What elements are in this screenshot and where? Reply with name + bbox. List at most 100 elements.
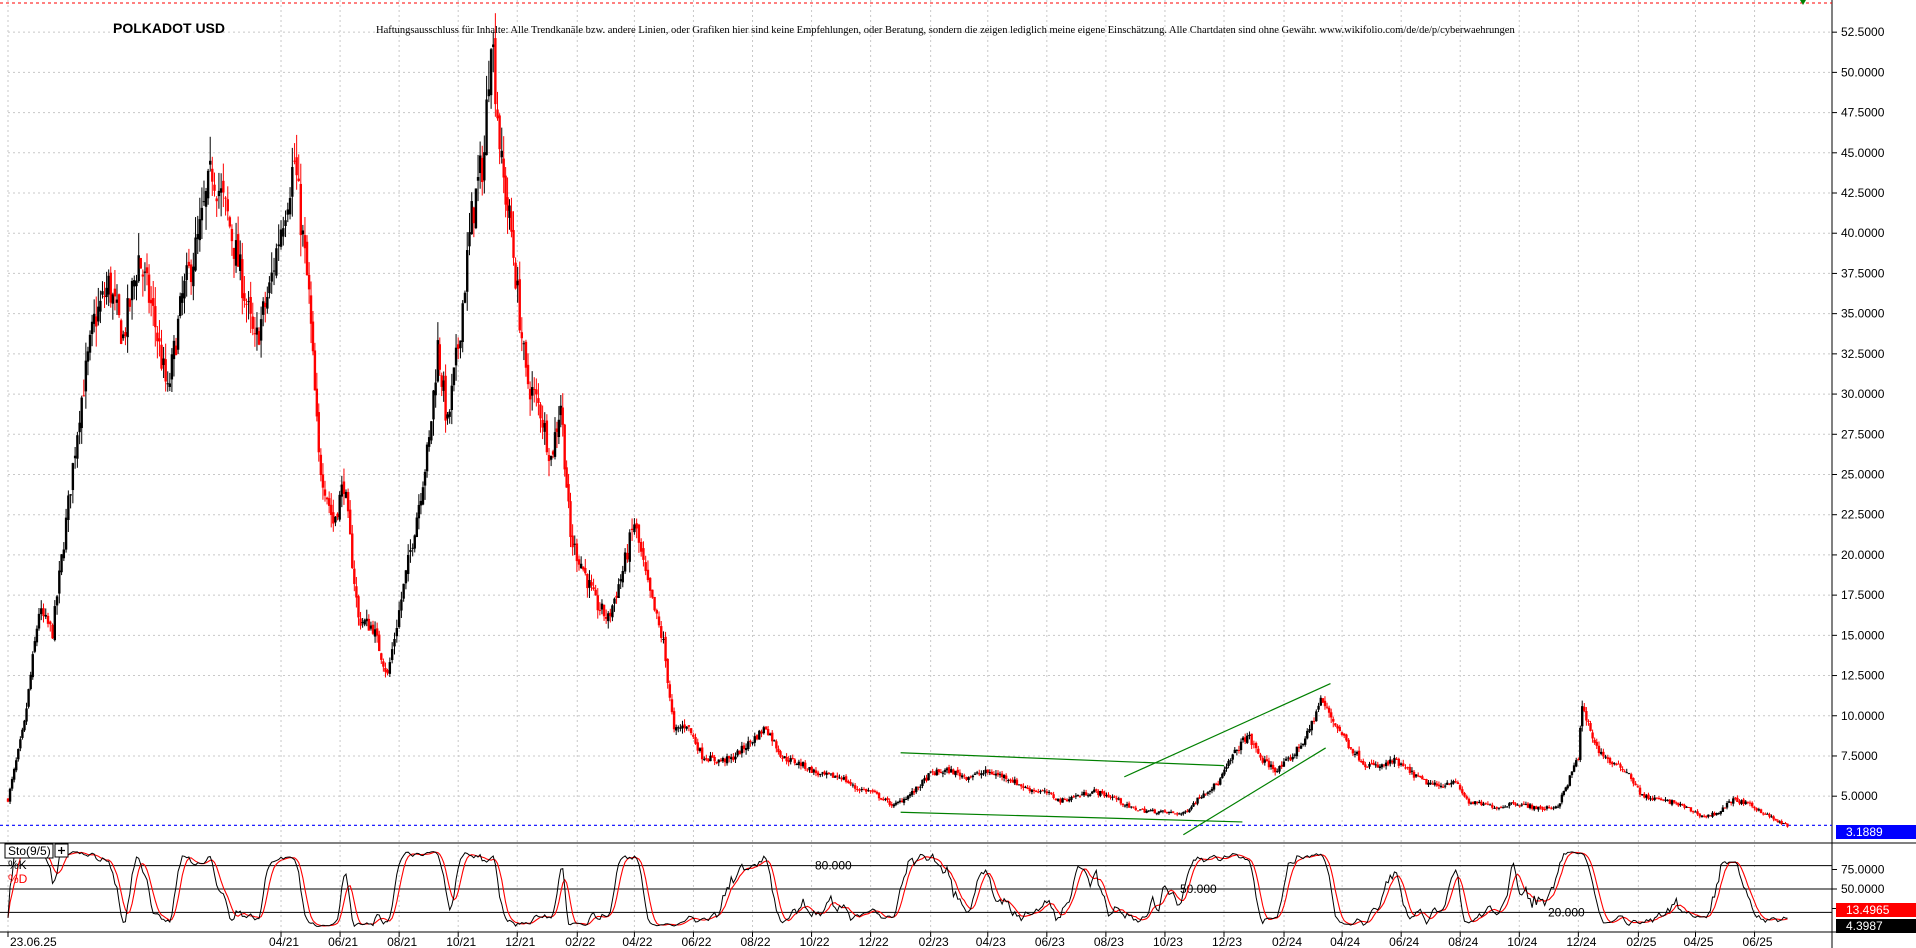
candle-body — [535, 389, 538, 395]
candle-body — [105, 287, 108, 298]
candle-body — [367, 618, 371, 631]
candle-body — [1204, 793, 1207, 795]
candle-body — [413, 535, 416, 549]
candle-body — [253, 333, 257, 335]
oscillator-name: Sto(9/5) — [8, 844, 51, 858]
candle-body — [1295, 746, 1299, 757]
candle-body — [1585, 710, 1588, 721]
osc-y-tick-label: 75.0000 — [1841, 863, 1885, 877]
candle-body — [1032, 789, 1036, 792]
candle-body — [97, 306, 100, 322]
candle-body — [1721, 807, 1725, 812]
candle-body — [541, 419, 544, 428]
candle-body — [164, 359, 167, 382]
candle-body — [434, 382, 437, 396]
candle-body — [571, 535, 574, 548]
candle-body — [222, 180, 225, 193]
candle-body — [1267, 760, 1271, 768]
candle-body — [1159, 810, 1163, 812]
y-tick-label: 35.0000 — [1841, 307, 1885, 321]
candle-body — [1070, 796, 1073, 800]
candle-body — [1668, 799, 1672, 804]
candle-body — [1613, 763, 1616, 765]
candle-body — [533, 389, 536, 391]
candle-body — [1443, 785, 1447, 787]
candle-body — [255, 327, 259, 335]
scroll-marker-icon[interactable] — [1800, 0, 1806, 5]
candle-body — [1391, 760, 1394, 763]
y-tick-label: 5.0000 — [1841, 789, 1878, 803]
candle-body — [1020, 784, 1023, 787]
candle-body — [117, 294, 121, 316]
candle-body — [1778, 821, 1781, 823]
chart-title: POLKADOT USD — [113, 20, 225, 36]
candle-body — [1093, 789, 1096, 793]
candle-body — [1499, 807, 1503, 809]
candle-body — [1219, 778, 1222, 785]
candle-body — [1241, 737, 1245, 741]
candle-body — [313, 350, 317, 391]
candle-body — [1254, 742, 1258, 749]
candle-body — [411, 547, 414, 549]
candle-body — [1766, 813, 1769, 815]
candle-body — [1629, 774, 1633, 779]
candle-body — [1533, 806, 1536, 810]
candle-body — [530, 387, 534, 396]
candle-body — [496, 109, 499, 119]
candle-body — [1774, 819, 1777, 821]
candle-body — [755, 735, 759, 740]
candle-body — [954, 770, 957, 776]
candle-body — [793, 759, 796, 764]
x-tick-label: 06/24 — [1389, 935, 1419, 948]
candle-body — [1206, 792, 1210, 794]
candle-body — [713, 756, 716, 762]
candle-body — [1696, 811, 1699, 815]
candle-body — [1151, 809, 1154, 811]
candle-body — [332, 512, 335, 524]
candle-body — [156, 332, 159, 342]
candle-body — [446, 414, 449, 419]
candle-body — [847, 780, 850, 784]
x-tick-label: 08/24 — [1448, 935, 1478, 948]
candle-body — [1026, 787, 1029, 789]
candle-body — [1486, 803, 1490, 805]
candle-body — [1210, 788, 1214, 791]
candle-body — [975, 772, 979, 774]
current-price-badge — [1836, 825, 1916, 839]
candle-body — [1336, 725, 1339, 729]
candle-body — [1338, 726, 1341, 732]
candle-body — [965, 776, 968, 780]
y-tick-label: 32.5000 — [1841, 347, 1885, 361]
candle-body — [506, 197, 509, 211]
candle-body — [988, 772, 992, 774]
candle-body — [472, 207, 476, 224]
candle-body — [1450, 782, 1453, 785]
y-tick-label: 27.5000 — [1841, 427, 1885, 441]
candle-body — [35, 628, 39, 643]
candle-body — [1672, 800, 1676, 803]
candle-body — [1480, 801, 1483, 805]
candle-body — [1257, 748, 1260, 754]
k-value-badge — [1836, 903, 1916, 917]
candle-body — [696, 742, 699, 751]
x-tick-label: 12/23 — [1212, 935, 1242, 948]
x-tick-label: 12/22 — [859, 935, 889, 948]
candle-body — [931, 771, 934, 773]
candle-body — [327, 498, 331, 506]
candle-body — [1235, 749, 1239, 751]
candle-body — [295, 157, 298, 176]
x-tick-label: 02/22 — [565, 935, 595, 948]
candle-body — [1495, 807, 1498, 809]
candle-body — [1591, 732, 1594, 739]
x-tick-label: 08/23 — [1094, 935, 1124, 948]
candle-body — [470, 201, 473, 235]
candle-body — [215, 198, 218, 202]
candle-body — [1107, 794, 1110, 798]
candle-body — [1017, 784, 1021, 786]
candle-body — [1355, 751, 1359, 754]
candle-body — [575, 543, 579, 562]
candle-body — [1625, 772, 1628, 774]
candle-body — [1579, 727, 1582, 760]
candle-body — [1729, 801, 1733, 804]
